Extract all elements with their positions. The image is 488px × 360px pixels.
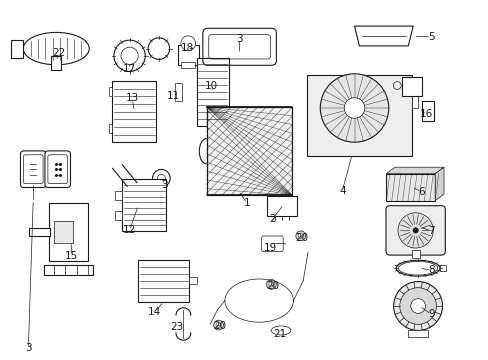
Text: 8: 8 [427,265,434,275]
Bar [421,101,433,121]
Text: 6: 6 [417,186,424,197]
Text: 3: 3 [236,33,243,44]
Circle shape [181,36,195,50]
Bar [386,174,434,201]
Circle shape [157,174,165,182]
FancyBboxPatch shape [45,151,70,188]
Bar [108,87,112,96]
Text: 20: 20 [266,281,279,291]
Polygon shape [44,265,93,275]
FancyBboxPatch shape [20,151,46,188]
Bar [108,124,112,133]
Text: 12: 12 [122,225,136,235]
Text: 14: 14 [147,307,161,317]
Circle shape [412,228,417,233]
Circle shape [295,231,305,241]
Bar [206,107,292,195]
Text: 7: 7 [427,226,434,236]
Bar [177,45,199,65]
Bar [206,107,292,195]
Circle shape [121,47,138,64]
FancyBboxPatch shape [261,236,283,252]
Text: 2: 2 [269,213,276,224]
Circle shape [268,282,273,287]
Text: 22: 22 [52,48,65,58]
Circle shape [213,320,223,330]
Bar [49,203,88,261]
Circle shape [266,279,276,289]
Bar [122,179,166,231]
Circle shape [216,323,221,328]
Bar [407,330,427,337]
Circle shape [152,170,170,187]
Text: 23: 23 [170,322,183,332]
Ellipse shape [271,326,290,335]
Text: 20: 20 [295,233,307,243]
Circle shape [114,40,145,71]
Bar [112,81,156,142]
FancyBboxPatch shape [385,206,445,255]
Ellipse shape [23,32,89,65]
Polygon shape [434,167,443,201]
Text: 5: 5 [427,32,434,42]
Text: 20: 20 [213,321,226,331]
Bar [174,83,182,101]
Text: 21: 21 [272,329,286,339]
Bar [196,58,228,126]
Bar [181,62,195,68]
Text: 3: 3 [161,180,168,190]
Text: 13: 13 [125,93,139,103]
Bar [54,221,73,243]
Text: 1: 1 [243,198,250,208]
Circle shape [320,74,388,142]
Bar [267,196,296,216]
Text: 15: 15 [65,251,79,261]
Text: 4: 4 [338,186,345,196]
Text: 17: 17 [122,64,136,74]
Bar [115,191,122,200]
Bar [115,211,122,220]
Text: 16: 16 [419,109,433,120]
Circle shape [344,98,364,118]
Bar [29,228,50,236]
Circle shape [410,299,425,313]
Text: 9: 9 [427,309,434,319]
Circle shape [298,233,303,238]
Bar [401,77,421,96]
Bar [411,251,419,258]
Text: 19: 19 [263,243,277,253]
Bar [189,277,196,284]
Bar [51,56,61,70]
Circle shape [397,213,432,248]
Circle shape [393,282,442,330]
Text: 11: 11 [166,91,180,102]
Bar [439,265,445,271]
Text: 3: 3 [25,343,32,353]
Text: 10: 10 [204,81,217,91]
Bar [138,260,189,302]
Circle shape [399,288,435,324]
Circle shape [148,38,169,59]
Bar [411,94,417,108]
Bar [11,40,23,58]
Text: 18: 18 [180,42,194,53]
Polygon shape [354,26,412,46]
Bar [306,75,411,156]
Polygon shape [386,167,443,174]
